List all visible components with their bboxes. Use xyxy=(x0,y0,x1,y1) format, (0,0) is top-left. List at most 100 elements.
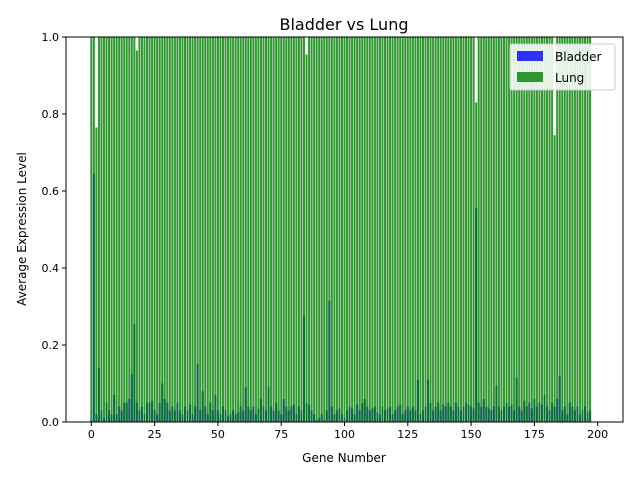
lung-bar xyxy=(421,37,424,422)
y-axis-label: Average Expression Level xyxy=(15,152,29,306)
lung-bar xyxy=(201,37,204,422)
lung-bar xyxy=(156,37,159,422)
lung-bar xyxy=(409,37,412,422)
lung-bar xyxy=(353,37,356,422)
lung-bar xyxy=(452,37,455,422)
lung-bar xyxy=(378,37,381,422)
lung-bar xyxy=(457,37,460,422)
lung-bar xyxy=(523,37,526,422)
lung-bar xyxy=(249,37,252,422)
lung-bar xyxy=(444,37,447,422)
lung-bar xyxy=(323,37,326,422)
lung-bar xyxy=(183,37,187,422)
lung-bar xyxy=(462,37,465,422)
lung-bar xyxy=(209,37,212,422)
lung-bar xyxy=(135,50,138,422)
lung-bar xyxy=(110,37,113,422)
lung-bar xyxy=(480,37,483,422)
lung-bar xyxy=(368,37,371,422)
lung-bar xyxy=(477,37,480,422)
lung-bar xyxy=(130,37,133,422)
lung-bar xyxy=(171,37,174,422)
lung-bar xyxy=(151,37,154,422)
lung-bar xyxy=(313,37,316,422)
legend-label-bladder: Bladder xyxy=(555,50,602,64)
lung-bar xyxy=(128,37,131,422)
lung-bar xyxy=(510,37,513,422)
lung-bar xyxy=(125,37,128,422)
x-axis: 0 25 50 75 100 125 150 175 200 xyxy=(88,422,608,441)
lung-bar xyxy=(540,37,543,422)
x-tick-label: 175 xyxy=(524,428,545,441)
lung-bar xyxy=(315,37,318,422)
lung-bar xyxy=(528,37,531,422)
lung-bar xyxy=(424,37,427,422)
lung-bar xyxy=(133,37,136,422)
lung-bar xyxy=(242,37,245,422)
lung-bar xyxy=(92,37,95,422)
lung-bar xyxy=(214,37,217,422)
lung-bar xyxy=(571,37,574,422)
chart-title: Bladder vs Lung xyxy=(279,15,408,34)
lung-bar xyxy=(487,37,490,422)
lung-bar xyxy=(404,37,407,422)
y-axis: 0.0 0.2 0.4 0.6 0.8 1.0 xyxy=(42,31,66,429)
legend: Bladder Lung xyxy=(509,43,616,91)
x-tick-label: 0 xyxy=(88,428,95,441)
lung-bar xyxy=(535,37,538,422)
lung-bar xyxy=(556,37,559,422)
lung-bar xyxy=(475,102,478,422)
lung-bar xyxy=(401,37,404,422)
lung-bar xyxy=(558,37,561,422)
lung-bar xyxy=(530,37,533,422)
lung-bar xyxy=(434,37,437,422)
lung-bar xyxy=(232,37,235,422)
lung-bar xyxy=(138,37,141,422)
lung-bar xyxy=(563,37,566,422)
lung-bar xyxy=(340,37,343,422)
lung-bar xyxy=(272,37,275,422)
lung-bar xyxy=(95,127,98,422)
y-tick-label: 0.4 xyxy=(42,262,60,275)
lung-bar xyxy=(411,37,414,422)
lung-bar xyxy=(437,37,440,422)
lung-bar xyxy=(166,37,169,422)
lung-bar xyxy=(525,37,528,422)
lung-bar xyxy=(500,37,503,422)
lung-bar xyxy=(270,37,273,422)
lung-bar xyxy=(485,37,488,422)
lung-bar xyxy=(178,37,181,422)
lung-bar xyxy=(497,37,500,422)
lung-bar xyxy=(518,37,521,422)
lung-bar xyxy=(515,37,518,422)
lung-bar xyxy=(429,37,432,422)
lung-bar xyxy=(168,37,171,422)
lung-bar xyxy=(176,37,179,422)
lung-bar xyxy=(252,37,255,422)
lung-bar xyxy=(237,37,240,422)
x-tick-label: 125 xyxy=(397,428,418,441)
lung-bar xyxy=(244,37,247,422)
lung-bar xyxy=(153,37,156,422)
lung-bar xyxy=(449,37,452,422)
lung-bar xyxy=(351,37,354,422)
lung-bar xyxy=(467,37,470,422)
lung-bar xyxy=(199,37,202,422)
x-axis-label: Gene Number xyxy=(302,451,386,465)
lung-bar xyxy=(287,37,290,422)
lung-bar xyxy=(546,37,549,422)
lung-bar xyxy=(346,37,349,422)
lung-bar xyxy=(102,37,105,422)
lung-bar xyxy=(158,37,161,422)
lung-bar xyxy=(513,37,516,422)
lung-bar xyxy=(308,37,311,422)
lung-bar xyxy=(394,37,397,422)
lung-bar xyxy=(376,37,379,422)
lung-bars xyxy=(90,37,592,422)
x-tick-label: 200 xyxy=(587,428,608,441)
lung-bar xyxy=(206,37,209,422)
lung-bar xyxy=(275,37,278,422)
lung-bar xyxy=(292,37,295,422)
lung-bar xyxy=(373,37,376,422)
